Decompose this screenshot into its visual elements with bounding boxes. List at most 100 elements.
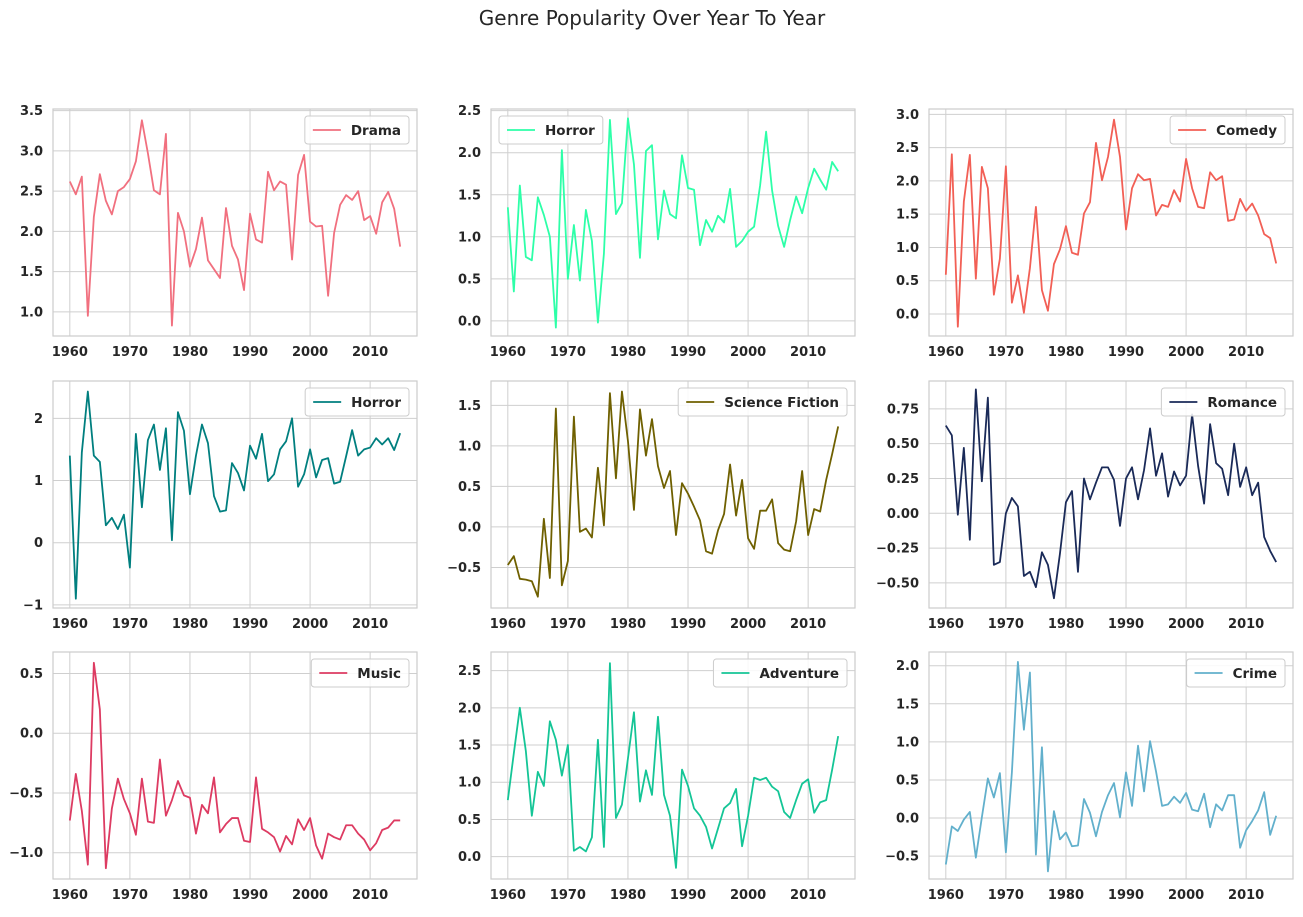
figure-title: Genre Popularity Over Year To Year [479, 6, 826, 30]
y-tick-label: −0.5 [885, 850, 919, 865]
y-tick-label: −0.5 [447, 561, 481, 576]
legend: Crime [1186, 658, 1286, 688]
axes-frame [928, 651, 1294, 880]
x-tick-label: 1970 [112, 345, 148, 360]
legend: Drama [304, 115, 410, 145]
y-tick-label: 3.0 [896, 108, 919, 123]
y-tick-label: 2.0 [458, 146, 481, 161]
legend: Romance [1160, 387, 1286, 417]
x-tick-label: 2010 [790, 888, 826, 903]
legend-box [677, 387, 848, 417]
legend: Music [310, 658, 410, 688]
y-tick-label: 0.5 [458, 480, 481, 495]
y-tick-label: 1 [34, 474, 43, 489]
x-tick-label: 1990 [670, 617, 706, 632]
y-tick-label: 1.0 [458, 230, 481, 245]
x-tick-label: 1960 [52, 345, 88, 360]
legend-box [304, 387, 410, 417]
x-tick-label: 1970 [550, 617, 586, 632]
y-tick-label: 2.5 [458, 664, 481, 679]
subplot-grid: 1960 1970 1980 1990 2000 2010 1.0 1.5 2.0 2.5 3.0 3… [9, 104, 1294, 903]
legend-box [1169, 115, 1286, 145]
y-tick-label: 1.0 [896, 241, 919, 256]
legend: Science Fiction [677, 387, 848, 417]
x-tick-label: 1960 [490, 617, 526, 632]
legend-box [304, 115, 410, 145]
series-line-music [68, 661, 401, 870]
x-tick-label: 1980 [1048, 345, 1084, 360]
x-tick-label: 2010 [1228, 617, 1264, 632]
x-tick-label: 1980 [172, 888, 208, 903]
axes-frame [490, 651, 856, 880]
y-tick-label: 0.5 [458, 813, 481, 828]
y-tick-label: 0 [34, 536, 43, 551]
subplot-5: 1960 1970 1980 1990 2000 2010 −0.5 0.0 0.5 1.0 1.5… [447, 380, 856, 632]
y-tick-label: 0.5 [896, 773, 919, 788]
y-tick-label: 3.5 [20, 104, 43, 119]
y-tick-label: 1.0 [458, 439, 481, 454]
x-tick-label: 1980 [172, 617, 208, 632]
x-tick-label: 1960 [52, 888, 88, 903]
legend-label: Romance [1207, 395, 1277, 411]
x-tick-label: 2000 [292, 888, 328, 903]
y-tick-label: −0.5 [9, 786, 43, 801]
y-tick-label: 0.0 [896, 812, 919, 827]
subplot-2: 1960 1970 1980 1990 2000 2010 0.0 0.5 1.0 1.5 2.0 2… [458, 104, 856, 360]
y-tick-label: 0.0 [20, 727, 43, 742]
x-tick-label: 1980 [172, 345, 208, 360]
legend: Horror [498, 115, 604, 145]
x-tick-label: 2000 [730, 617, 766, 632]
y-tick-label: −1 [23, 598, 43, 613]
x-tick-label: 1980 [610, 345, 646, 360]
legend-label: Drama [351, 123, 401, 139]
axes-frame [52, 108, 418, 337]
x-tick-label: 2010 [790, 345, 826, 360]
y-tick-label: 1.5 [896, 208, 919, 223]
x-tick-label: 1990 [670, 345, 706, 360]
x-tick-label: 1970 [550, 345, 586, 360]
x-tick-label: 1970 [112, 888, 148, 903]
subplot-6: 1960 1970 1980 1990 2000 2010 −0.50 −0.25 0.00 0.… [876, 380, 1294, 632]
axes-frame [490, 108, 856, 337]
x-tick-label: 2010 [352, 888, 388, 903]
x-tick-label: 2000 [1168, 617, 1204, 632]
legend-label: Adventure [759, 666, 839, 682]
x-tick-label: 2010 [790, 617, 826, 632]
x-tick-label: 1960 [928, 888, 964, 903]
x-tick-label: 2000 [1168, 345, 1204, 360]
x-tick-label: 1970 [988, 617, 1024, 632]
y-tick-label: 0.0 [458, 314, 481, 329]
legend-label: Music [357, 666, 401, 682]
series-line-adventure [506, 662, 840, 869]
subplot-9: 1960 1970 1980 1990 2000 2010 −0.5 0.0 0.5 1.0 1.5… [885, 651, 1294, 903]
legend-box [498, 115, 604, 145]
legend-label: Horror [545, 123, 595, 139]
x-tick-label: 1970 [112, 617, 148, 632]
x-tick-label: 1990 [232, 345, 268, 360]
series-line-comedy [944, 118, 1278, 328]
y-tick-label: 0.5 [20, 667, 43, 682]
y-tick-label: 1.5 [458, 399, 481, 414]
y-tick-label: 2.0 [458, 701, 481, 716]
x-tick-label: 1990 [1108, 617, 1144, 632]
y-tick-label: 1.0 [20, 305, 43, 320]
subplot-8: 1960 1970 1980 1990 2000 2010 0.0 0.5 1.0 1.5 2.0 2… [458, 651, 856, 903]
x-tick-label: 1990 [232, 888, 268, 903]
x-tick-label: 2000 [730, 888, 766, 903]
x-tick-label: 1960 [928, 345, 964, 360]
subplot-4: 1960 1970 1980 1990 2000 2010 −1 0 1 2 Horror [23, 380, 418, 632]
subplot-7: 1960 1970 1980 1990 2000 2010 −1.0 −0.5 0.0 0.5 Mu… [9, 651, 418, 903]
legend-box [310, 658, 410, 688]
x-tick-label: 2010 [1228, 345, 1264, 360]
x-tick-label: 1990 [670, 888, 706, 903]
x-tick-label: 1990 [232, 617, 268, 632]
axes-frame [928, 108, 1294, 337]
x-tick-label: 2000 [1168, 888, 1204, 903]
y-tick-label: 2.5 [458, 104, 481, 119]
y-tick-label: 1.5 [458, 739, 481, 754]
y-tick-label: 1.0 [458, 776, 481, 791]
y-tick-label: 0.50 [887, 437, 919, 452]
legend-label: Comedy [1216, 123, 1277, 139]
x-tick-label: 2010 [352, 345, 388, 360]
x-tick-label: 1980 [610, 888, 646, 903]
